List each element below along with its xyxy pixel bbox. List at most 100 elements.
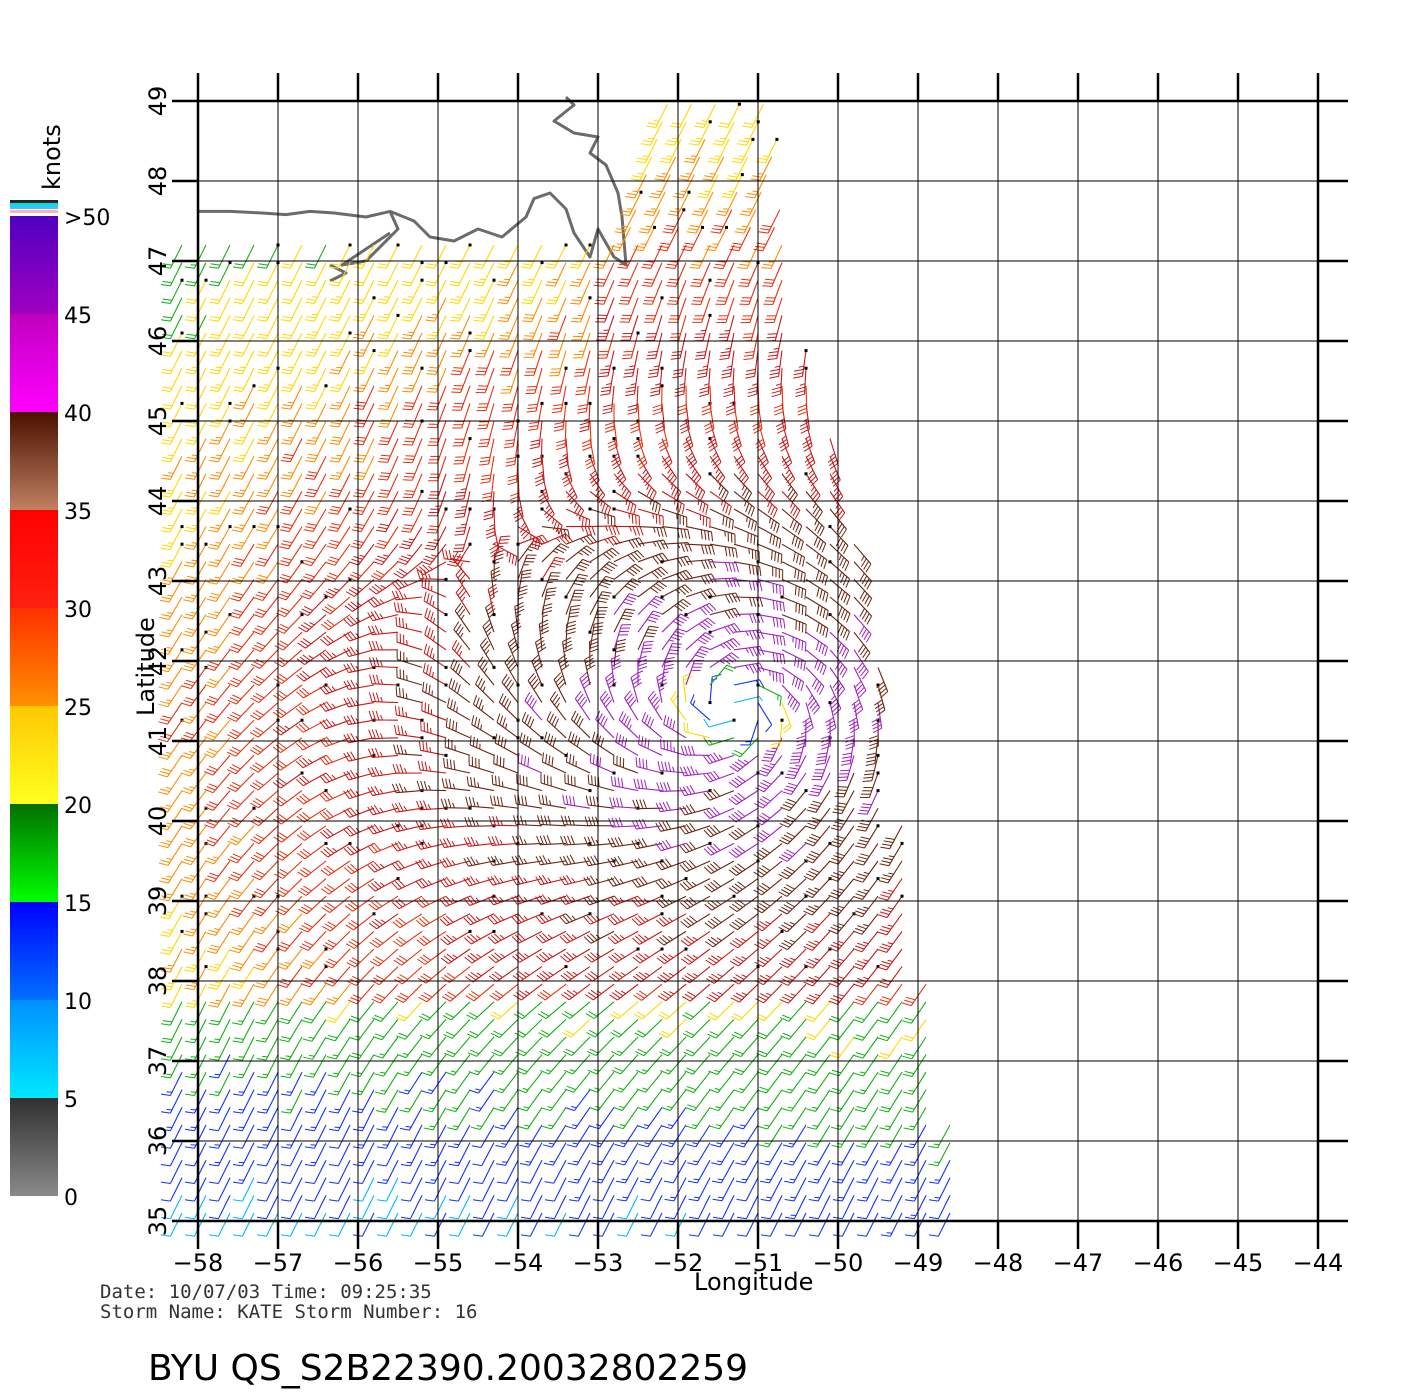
wind-barb [613,1107,639,1130]
wind-barb [471,1124,495,1148]
rain-flag-marker [708,120,712,124]
wind-barb [632,966,663,983]
wind-barb [778,948,807,968]
wind-barb [160,1159,183,1184]
wind-barb [160,929,184,955]
wind-barb [496,1142,519,1166]
rain-flag-marker [444,683,448,687]
wind-barb [496,1159,519,1184]
wind-barb [903,1107,927,1131]
wind-barb [782,1124,807,1148]
wind-barb [880,1195,903,1220]
wind-barb [328,1142,351,1167]
wind-barb [327,1054,351,1078]
colorbar-band [10,412,58,510]
wind-barb [544,1195,567,1220]
rain-flag-marker [180,648,184,652]
latitude-tick-label: 35 [144,1206,172,1237]
wind-barb [632,930,663,945]
wind-barb [712,1195,735,1220]
rain-flag-marker [180,401,184,405]
colorbar-tick-label: 30 [64,598,92,623]
rain-flag-marker [564,595,568,599]
wind-barb [878,1036,903,1059]
wind-barb [616,1212,639,1237]
wind-barb [160,1001,183,1026]
wind-barb [444,1054,471,1076]
wind-barb [732,1036,759,1058]
colorbar-cap [10,206,58,209]
wind-barb [372,1019,399,1041]
wind-barb [640,1212,663,1237]
wind-barb [232,1036,255,1061]
rain-flag-marker [660,947,664,951]
wind-barb [543,1142,567,1166]
x-axis-label: Longitude [694,1268,813,1296]
colorbar-tick-label: 5 [64,1088,78,1113]
rain-flag-marker [876,824,880,828]
wind-barb [376,1159,399,1184]
rain-flag-marker [444,577,448,581]
rain-flag-marker [420,366,424,370]
wind-barb [808,1177,831,1202]
wind-barb [806,1107,831,1130]
wind-barb [252,913,279,935]
rain-flag-marker [636,437,640,441]
wind-barb [664,1212,687,1237]
wind-barb [706,1001,735,1021]
wind-barb [636,1071,663,1093]
wind-barb [230,948,255,972]
wind-barb [520,1212,543,1237]
wind-barb [343,860,375,875]
wind-barb [902,1019,927,1042]
wind-barb [321,895,351,914]
wind-barb [567,1142,591,1166]
wind-barb [444,1036,471,1058]
wind-barb [299,931,327,951]
wind-barb [780,1036,807,1058]
wind-barb [829,1019,855,1041]
wind-barb [520,1195,543,1220]
wind-barb [419,1001,447,1021]
rain-flag-marker [492,613,496,617]
wind-barb [280,1124,303,1149]
wind-barb [638,1124,663,1148]
wind-barb [754,948,783,968]
wind-barb [610,1018,639,1038]
rain-flag-marker [180,542,184,546]
wind-barb [659,1054,687,1075]
wind-barb [852,913,879,935]
wind-barb [731,1001,759,1021]
longitude-tick-label: −56 [333,1249,384,1277]
wind-barb [487,913,519,925]
wind-barb [778,878,807,897]
wind-barb [685,1089,711,1112]
colorbar-unit-label: knots [38,124,66,190]
wind-barb [442,1001,471,1021]
wind-barb [160,1089,183,1114]
wind-barb [757,1071,783,1094]
wind-barb [680,913,711,928]
wind-barb [159,913,183,937]
wind-barb [448,1124,471,1149]
wind-barb [735,1159,759,1184]
wind-barb [370,948,399,967]
wind-barb [424,1124,447,1149]
wind-barb [729,930,759,949]
wind-barb [344,878,375,894]
wind-barb [515,1036,543,1057]
wind-barb [632,947,664,964]
wind-barb [779,965,808,986]
colorbar-band [10,608,58,706]
wind-barb [255,1019,279,1043]
rain-flag-marker [252,806,256,810]
wind-barb [160,1036,183,1061]
rain-flag-marker [732,894,736,898]
wind-barb [633,1001,663,1020]
wind-barb [568,1212,591,1237]
rain-flag-marker [492,560,496,564]
colorbar-tick-label: 15 [64,892,92,917]
rain-flag-marker [804,965,808,969]
rain-flag-marker [876,789,880,793]
wind-barb [254,983,279,1007]
